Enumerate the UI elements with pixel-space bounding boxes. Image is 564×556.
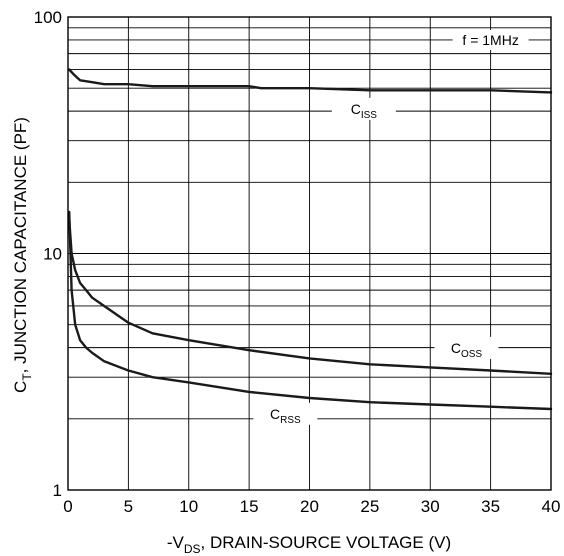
x-tick-label: 30 [421, 497, 440, 516]
y-tick-label: 100 [34, 8, 62, 27]
x-tick-label: 15 [240, 497, 259, 516]
series-line-rss [67, 210, 553, 411]
series-label-oss: COSS [451, 340, 483, 360]
y-tick-label: 10 [43, 245, 62, 264]
y-tick-label: 1 [53, 481, 62, 500]
x-tick-label: 40 [542, 497, 561, 516]
series-label-iss: CISS [351, 101, 378, 121]
x-tick-label: 35 [481, 497, 500, 516]
x-tick-label: 25 [360, 497, 379, 516]
series-labels: CISS COSS CRSS f = 1MHz [253, 29, 529, 426]
series-label-background [253, 402, 318, 425]
x-tick-label: 10 [179, 497, 198, 516]
series-label-rss: CRSS [270, 406, 301, 426]
annotation-background [452, 29, 529, 50]
plot-frame [67, 16, 552, 491]
series-line-oss [67, 217, 553, 375]
series-label-background [331, 97, 396, 120]
y-axis-title: CT, JUNCTION CAPACITANCE (PF) [11, 117, 34, 393]
series-label-background [434, 336, 499, 359]
x-tick-label: 5 [124, 497, 133, 516]
frequency-annotation: f = 1MHz [462, 32, 518, 48]
x-axis-title: -VDS, DRAIN-SOURCE VOLTAGE (V) [167, 533, 451, 556]
tick-labels: 0 5 10 15 20 25 30 35 40 1 10 100 [34, 8, 561, 516]
x-tick-label: 0 [63, 497, 72, 516]
series-line-iss [67, 68, 553, 94]
x-tick-label: 20 [300, 497, 319, 516]
series-curves [67, 68, 553, 411]
